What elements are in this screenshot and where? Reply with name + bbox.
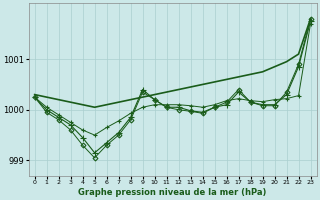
X-axis label: Graphe pression niveau de la mer (hPa): Graphe pression niveau de la mer (hPa) — [78, 188, 267, 197]
